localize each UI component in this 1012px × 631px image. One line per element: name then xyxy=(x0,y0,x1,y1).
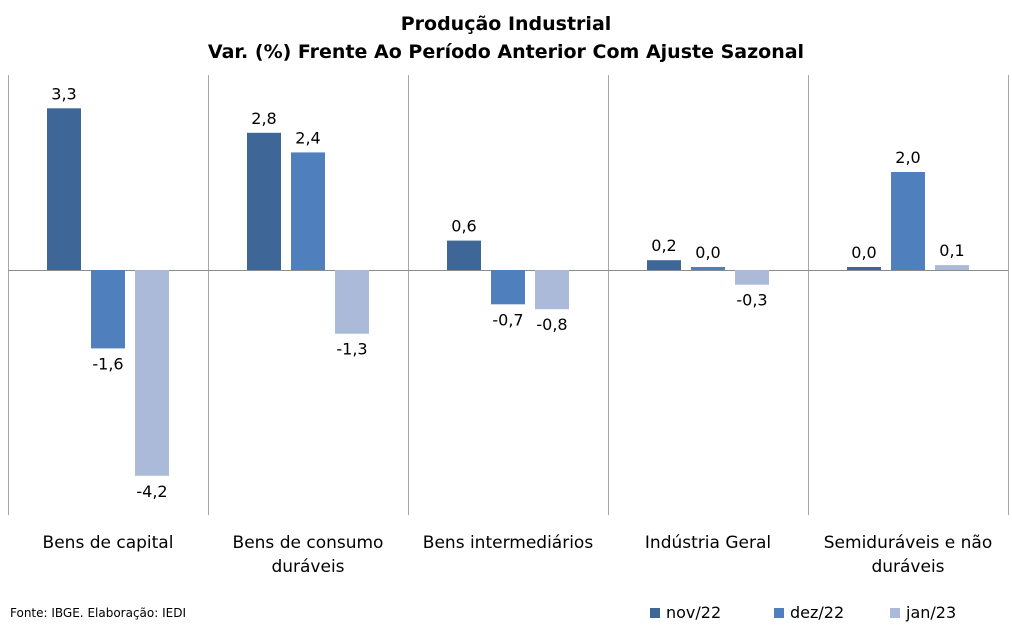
category-label: Bens de capital xyxy=(43,533,174,553)
bar-nov-22 xyxy=(847,267,881,270)
legend-swatch xyxy=(890,607,900,618)
bar-jan-23 xyxy=(335,270,369,334)
bar-nov-22 xyxy=(247,132,281,270)
category-label: duráveis xyxy=(871,557,944,577)
data-label: 0,0 xyxy=(851,243,876,262)
bar-dez-22 xyxy=(891,172,925,270)
data-label: 0,6 xyxy=(451,217,476,236)
data-label: 2,8 xyxy=(251,109,276,128)
legend-label: dez/22 xyxy=(790,603,845,622)
legend-item: nov/22 xyxy=(650,603,721,622)
bar-jan-23 xyxy=(535,270,569,310)
chart-title-line2: Var. (%) Frente Ao Período Anterior Com … xyxy=(207,41,805,63)
data-label: 0,0 xyxy=(695,243,720,262)
bar-nov-22 xyxy=(647,260,681,270)
bar-dez-22 xyxy=(491,270,525,305)
category-label: Indústria Geral xyxy=(645,533,771,553)
legend-item: dez/22 xyxy=(774,603,844,622)
data-label: 0,2 xyxy=(651,236,676,255)
legend-label: nov/22 xyxy=(666,603,722,622)
category-label: Bens intermediários xyxy=(423,533,594,553)
data-label: -4,2 xyxy=(136,482,167,501)
bar-jan-23 xyxy=(135,270,169,476)
data-label: -0,3 xyxy=(736,291,767,310)
data-label: -1,3 xyxy=(336,340,367,359)
bar-nov-22 xyxy=(47,108,81,270)
data-label: -0,8 xyxy=(536,315,567,334)
legend-label: jan/23 xyxy=(906,603,957,622)
bar-jan-23 xyxy=(935,265,969,270)
data-label: -0,7 xyxy=(492,310,523,329)
legend-swatch xyxy=(774,607,784,618)
bar-dez-22 xyxy=(691,267,725,270)
data-label: 2,4 xyxy=(295,128,320,147)
source-note: Fonte: IBGE. Elaboração: IEDI xyxy=(10,606,187,620)
chart-title: Produção Industrial Var. (%) Frente Ao P… xyxy=(0,10,1012,66)
legend-swatch xyxy=(650,607,660,618)
data-label: 0,1 xyxy=(939,241,964,260)
category-label: duráveis xyxy=(271,557,344,577)
bar-nov-22 xyxy=(447,240,481,270)
bar-jan-23 xyxy=(735,270,769,285)
legend-item: jan/23 xyxy=(890,603,956,622)
data-label: -1,6 xyxy=(92,354,123,373)
data-label: 3,3 xyxy=(51,84,76,103)
data-label: 2,0 xyxy=(895,148,920,167)
category-label: Bens de consumo xyxy=(233,533,384,553)
chart-title-line1: Produção Industrial xyxy=(400,13,612,35)
bar-dez-22 xyxy=(291,152,325,270)
bar-dez-22 xyxy=(91,270,125,349)
category-label: Semiduráveis e não xyxy=(824,533,992,553)
